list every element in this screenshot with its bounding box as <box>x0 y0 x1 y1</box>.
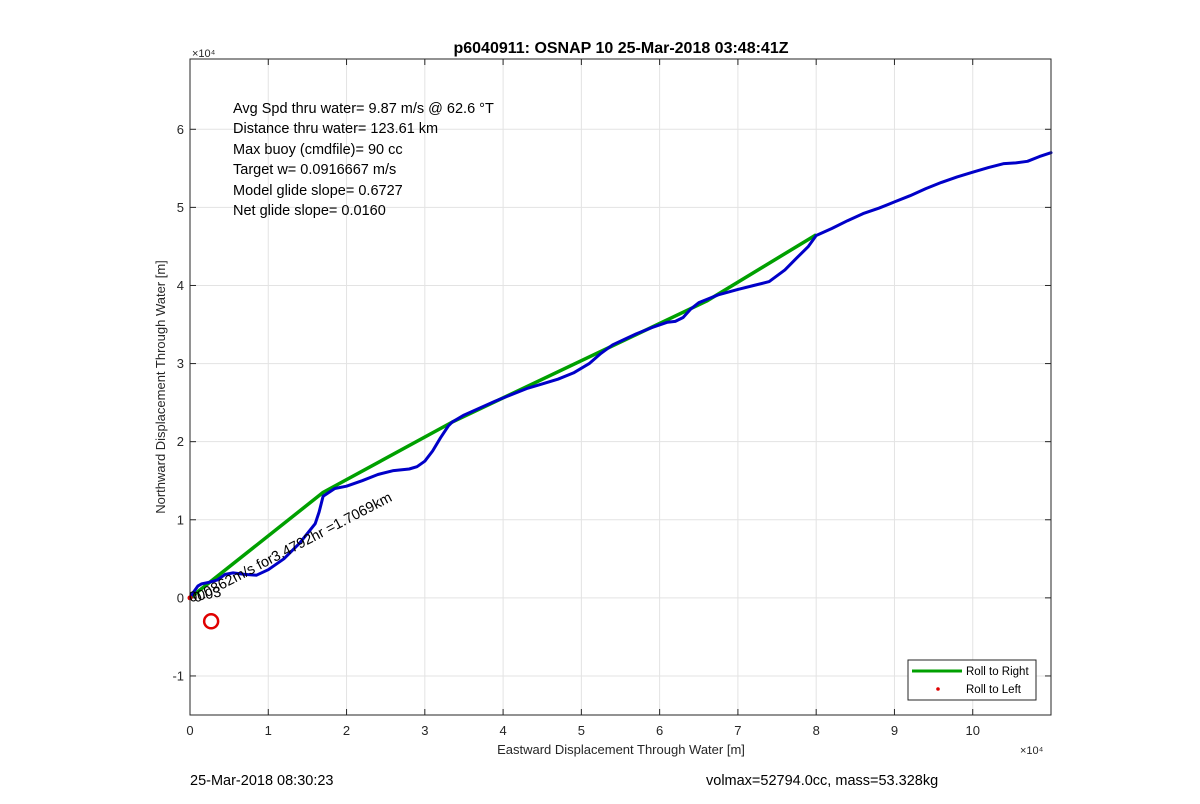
y-tick-label: 6 <box>177 122 184 137</box>
plot-data <box>187 151 1053 630</box>
x-tick-label: 4 <box>499 723 506 738</box>
annotation-target-w: Target w= 0.0916667 m/s <box>233 162 396 178</box>
footer-timestamp: 25-Mar-2018 08:30:23 <box>190 773 334 789</box>
y-tick-label: 3 <box>177 356 184 371</box>
axes-background <box>190 59 1051 715</box>
y-tick-label: 0 <box>177 590 184 605</box>
y-tick-label: 2 <box>177 434 184 449</box>
x-tick-label: 7 <box>734 723 741 738</box>
annotation-avg-speed: Avg Spd thru water= 9.87 m/s @ 62.6 °T <box>233 101 494 117</box>
legend: Roll to Right Roll to Left <box>907 659 1037 701</box>
chart-title: p6040911: OSNAP 10 25-Mar-2018 03:48:41Z <box>453 40 788 57</box>
y-tick-label: 5 <box>177 200 184 215</box>
legend-swatch-roll-left <box>936 687 940 691</box>
grid-lines <box>189 59 1051 715</box>
y-axis-label: Northward Displacement Through Water [m] <box>153 260 168 514</box>
y-exponent-label: ×10⁴ <box>192 48 216 60</box>
x-tick-label: 1 <box>265 723 272 738</box>
stats-annotations: Avg Spd thru water= 9.87 m/s @ 62.6 °T D… <box>233 101 494 219</box>
x-tick-label: 2 <box>343 723 350 738</box>
annotation-distance: Distance thru water= 123.61 km <box>233 121 438 137</box>
x-tick-label: 8 <box>813 723 820 738</box>
footer-vol-mass: volmax=52794.0cc, mass=53.328kg <box>706 773 939 789</box>
axis-ticks: 0 1 2 3 4 5 6 7 8 9 10 -1 0 1 2 3 4 5 6 <box>172 59 1051 738</box>
annotation-model-glide: Model glide slope= 0.6727 <box>233 183 403 199</box>
y-tick-label: 1 <box>177 512 184 527</box>
x-tick-label: 0 <box>186 723 193 738</box>
surface-position-marker <box>202 613 220 630</box>
legend-label-roll-right: Roll to Right <box>966 666 1029 678</box>
annotation-max-buoy: Max buoy (cmdfile)= 90 cc <box>233 142 403 158</box>
annotation-net-glide: Net glide slope= 0.0160 <box>233 203 386 219</box>
x-tick-label: 9 <box>891 723 898 738</box>
legend-label-roll-left: Roll to Left <box>966 684 1022 696</box>
axes-frame <box>189 58 1052 716</box>
x-tick-label: 10 <box>965 723 979 738</box>
y-tick-label: 4 <box>177 278 184 293</box>
x-tick-label: 5 <box>578 723 585 738</box>
start-label: 0003 <box>188 585 223 606</box>
x-axis-label: Eastward Displacement Through Water [m] <box>497 742 745 757</box>
x-exponent-label: ×10⁴ <box>1020 745 1044 757</box>
legend-box <box>907 659 1037 701</box>
y-tick-label: -1 <box>172 668 184 683</box>
x-tick-label: 3 <box>421 723 428 738</box>
glider-track-line <box>188 151 1053 600</box>
x-tick-label: 6 <box>656 723 663 738</box>
